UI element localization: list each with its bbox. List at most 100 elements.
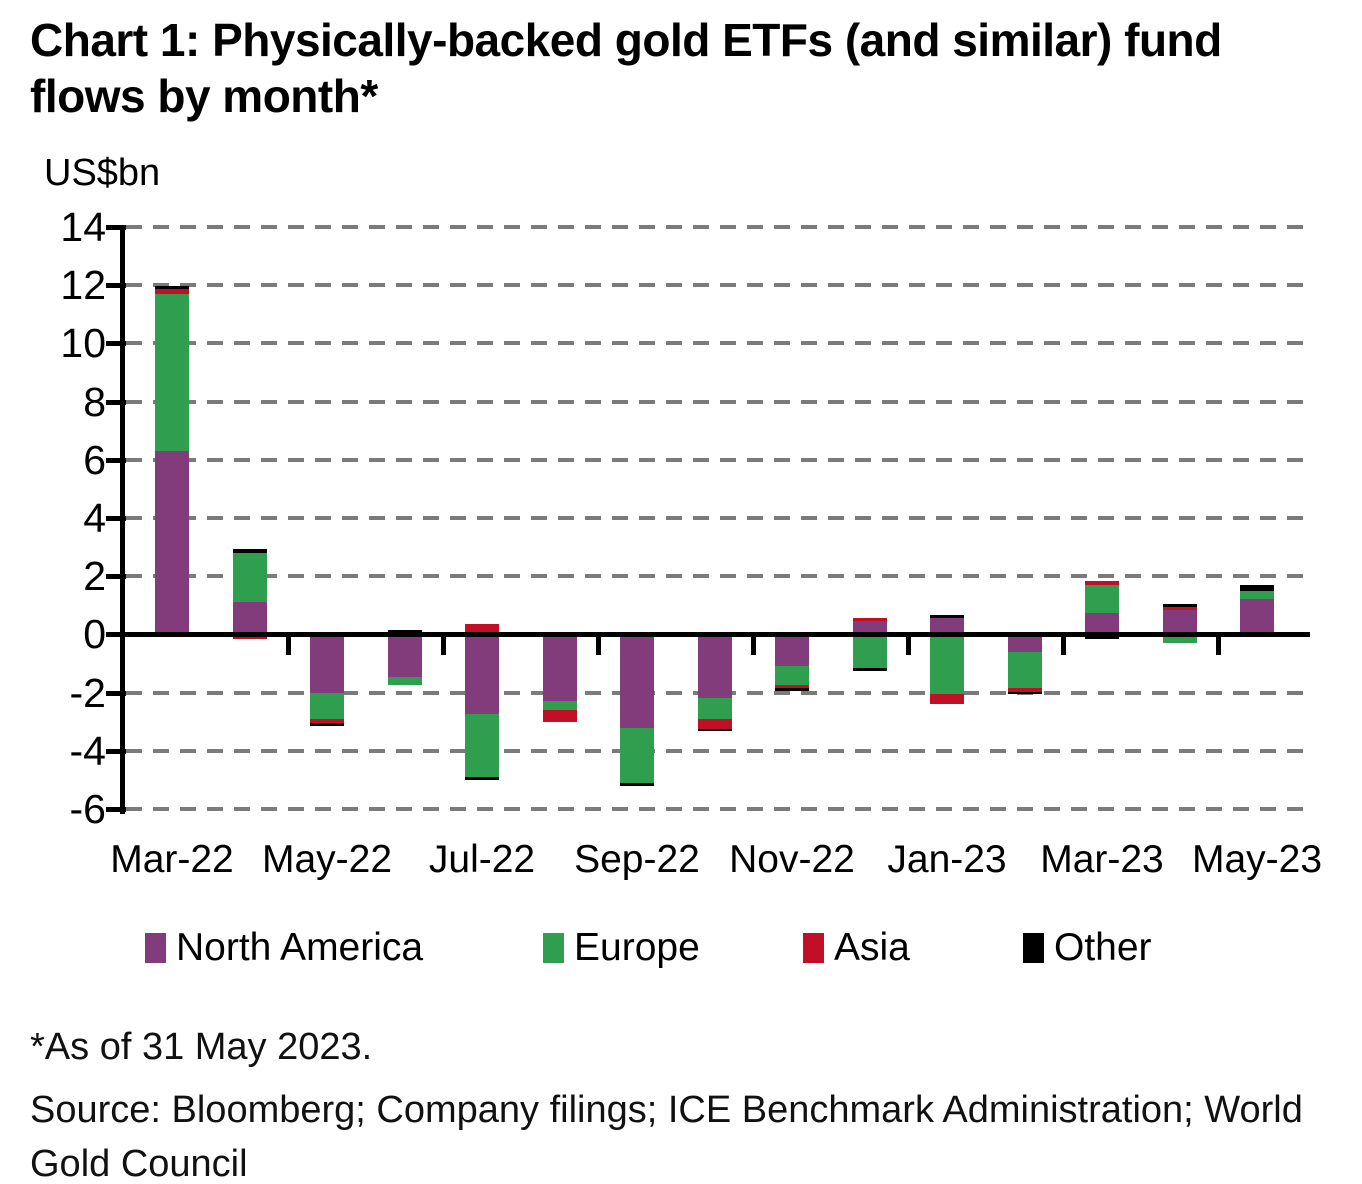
bar-segment-Dec-22-europe bbox=[852, 634, 887, 668]
y-axis-label--4: -4 bbox=[69, 727, 106, 774]
x-axis-tick-4 bbox=[906, 634, 912, 656]
y-axis-label--2: -2 bbox=[69, 669, 106, 716]
legend-item-other: Other bbox=[1023, 926, 1152, 970]
gridline-y--4 bbox=[126, 748, 1310, 753]
bar-segment-May-23-europe bbox=[1240, 590, 1274, 600]
gridline-y--6 bbox=[126, 807, 1310, 811]
y-axis-label-12: 12 bbox=[60, 262, 106, 309]
legend-label: Europe bbox=[574, 926, 700, 969]
x-axis-label-May-23: May-23 bbox=[1191, 838, 1323, 881]
chart-source: Source: Bloomberg; Company filings; ICE … bbox=[30, 1089, 1303, 1184]
bar-segment-Apr-22-north-america bbox=[232, 602, 267, 635]
bar-segment-Jun-22-north-america bbox=[387, 634, 422, 677]
bar-segment-Jun-22-other bbox=[387, 630, 422, 635]
bar-segment-Sep-22-north-america bbox=[620, 634, 654, 728]
bar-segment-Aug-22-asia bbox=[542, 710, 577, 722]
y-axis-label--6: -6 bbox=[69, 786, 106, 832]
bar-segment-Feb-23-asia bbox=[1007, 688, 1042, 693]
gridline-y-4 bbox=[126, 516, 1310, 520]
y-axis-label-2: 2 bbox=[83, 553, 106, 600]
bar-segment-Mar-22-asia bbox=[155, 288, 189, 294]
bar-segment-Apr-23-asia bbox=[1162, 606, 1197, 610]
x-axis-label-Mar-23: Mar-23 bbox=[1040, 838, 1164, 881]
x-axis-label-Nov-22: Nov-22 bbox=[729, 838, 855, 881]
bar-segment-Jul-22-asia bbox=[465, 624, 499, 635]
bar-segment-Jul-22-europe bbox=[465, 714, 499, 777]
bar-segment-Apr-22-europe bbox=[232, 552, 267, 603]
y-axis-tick-4 bbox=[106, 516, 126, 521]
bar-segment-Oct-22-europe bbox=[697, 698, 732, 719]
bar-segment-Sep-22-other bbox=[620, 782, 654, 786]
x-axis-tick-1 bbox=[441, 634, 447, 656]
x-axis-tick-0 bbox=[286, 634, 292, 656]
bar-segment-Dec-22-north-america bbox=[852, 621, 887, 635]
legend-swatch-other bbox=[1023, 933, 1044, 963]
bar-segment-Apr-22-other bbox=[232, 549, 267, 553]
bar-segment-Jun-22-europe bbox=[387, 676, 422, 686]
bar-segment-Oct-22-north-america bbox=[697, 634, 732, 699]
gridline-y-8 bbox=[126, 399, 1310, 404]
x-axis-label-May-22: May-22 bbox=[261, 838, 393, 881]
bar-segment-Feb-23-north-america bbox=[1007, 634, 1042, 652]
gridline-y-10 bbox=[126, 341, 1310, 346]
y-axis-label-8: 8 bbox=[83, 378, 106, 425]
bar-segment-Jan-23-other bbox=[930, 614, 964, 619]
bar-segment-Apr-23-europe bbox=[1162, 634, 1197, 644]
chart-title: Chart 1: Physically-backed gold ETFs (an… bbox=[30, 14, 1222, 123]
y-axis-label-0: 0 bbox=[83, 611, 106, 658]
bar-segment-Jan-23-north-america bbox=[930, 618, 964, 635]
x-axis-label-Jan-23: Jan-23 bbox=[887, 838, 1007, 881]
x-axis-tick-2 bbox=[596, 634, 602, 656]
y-axis-unit-label: US$bn bbox=[44, 152, 161, 194]
y-axis-label-14: 14 bbox=[60, 204, 106, 250]
bar-segment-Oct-22-asia bbox=[697, 718, 732, 729]
legend-label: Other bbox=[1054, 926, 1152, 969]
legend-item-europe: Europe bbox=[543, 926, 700, 970]
x-axis-tick-6 bbox=[1216, 634, 1222, 656]
bar-segment-Mar-22-europe bbox=[155, 293, 189, 452]
bar-segment-Nov-22-europe bbox=[775, 666, 809, 686]
y-axis-tick-10 bbox=[106, 341, 126, 347]
legend-label: Asia bbox=[834, 926, 910, 969]
bar-segment-Jul-22-north-america bbox=[465, 634, 499, 715]
gridline-y-12 bbox=[126, 283, 1310, 288]
bar-segment-Nov-22-north-america bbox=[775, 634, 809, 667]
bar-segment-Nov-22-asia bbox=[775, 685, 809, 689]
bar-segment-May-23-other bbox=[1240, 584, 1274, 591]
legend-item-asia: Asia bbox=[803, 926, 910, 970]
y-axis-tick-6 bbox=[106, 457, 126, 463]
bar-segment-Aug-22-north-america bbox=[542, 634, 577, 702]
y-axis-tick--2 bbox=[106, 690, 126, 696]
y-axis-tick--4 bbox=[106, 748, 126, 754]
gridline-y-14 bbox=[126, 225, 1310, 229]
legend-swatch-asia bbox=[803, 933, 824, 963]
bar-segment-Jan-23-europe bbox=[930, 634, 964, 695]
x-axis-label-Mar-22: Mar-22 bbox=[110, 838, 234, 881]
y-axis-tick-14 bbox=[106, 225, 126, 230]
gridline-y-2 bbox=[126, 574, 1310, 579]
bar-segment-May-23-north-america bbox=[1240, 599, 1274, 635]
chart-footnote: *As of 31 May 2023. bbox=[30, 1026, 373, 1068]
y-axis-tick-12 bbox=[106, 283, 126, 289]
y-axis-tick--6 bbox=[106, 807, 126, 812]
bar-segment-Feb-23-europe bbox=[1007, 651, 1042, 689]
y-axis-label-6: 6 bbox=[83, 436, 106, 483]
bar-segment-Mar-22-other bbox=[155, 286, 189, 289]
x-axis-tick-3 bbox=[751, 634, 757, 656]
legend-item-north-america: North America bbox=[145, 926, 423, 970]
gridline-y-6 bbox=[126, 457, 1310, 462]
bar-segment-Mar-23-asia bbox=[1085, 581, 1119, 585]
x-axis-tick-5 bbox=[1061, 634, 1067, 656]
y-axis-tick-8 bbox=[106, 399, 126, 405]
bar-segment-Feb-23-other bbox=[1007, 692, 1042, 695]
bar-segment-Sep-22-europe bbox=[620, 727, 654, 783]
bar-segment-May-22-other bbox=[310, 723, 344, 727]
bar-segment-Jan-23-asia bbox=[930, 694, 964, 705]
y-axis-label-10: 10 bbox=[60, 320, 106, 367]
bar-segment-Mar-23-north-america bbox=[1085, 612, 1119, 635]
bar-segment-Dec-22-asia bbox=[852, 617, 887, 622]
bar-segment-Jul-22-other bbox=[465, 776, 499, 780]
y-axis-label-4: 4 bbox=[83, 495, 106, 541]
zero-line bbox=[126, 632, 1310, 638]
